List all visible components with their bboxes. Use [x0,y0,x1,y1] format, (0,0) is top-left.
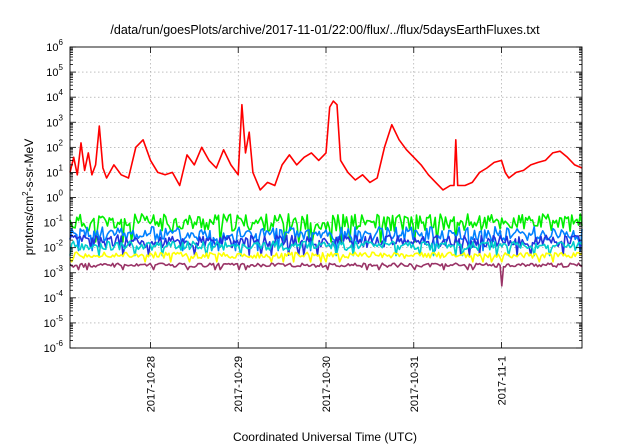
plot-frame [69,46,583,349]
y-tick-label: 10-5 [44,314,64,330]
chart-title: /data/run/goesPlots/archive/2017-11-01/2… [110,23,540,37]
x-tick-label: 2017-10-31 [409,356,421,412]
x-axis-label: Coordinated Universal Time (UTC) [233,430,417,444]
y-tick-label: 102 [46,138,63,154]
series-line-5 [69,251,583,263]
series-line-0 [69,100,583,191]
y-axis-label: protons/cm2-s-sr-MeV [21,139,36,255]
x-tick-label: 2017-11-1 [497,356,509,405]
y-tick-label: 10-1 [44,214,64,230]
y-tick-label: 10-2 [44,239,64,255]
y-tick-label: 100 [46,189,63,205]
series-line-3 [69,234,583,256]
y-tick-label: 10-3 [44,264,64,280]
series-line-6 [69,262,583,287]
y-tick-labels: 10-6 10-5 10-4 10-3 10-2 10-1 100 101 102 103 104 1… [44,38,64,355]
grid [70,47,582,348]
x-tick-label: 2017-10-29 [233,356,245,412]
x-tick-label: 2017-10-30 [321,356,333,412]
y-tick-label: 10-4 [44,289,64,305]
y-tick-label: 106 [46,38,63,54]
series-line-2 [69,225,583,252]
y-tick-label: 105 [46,63,63,79]
y-tick-label: 103 [46,113,63,129]
x-tick-labels: 2017-10-28 2017-10-29 2017-10-30 2017-10-31… [145,356,508,412]
y-tick-label: 104 [46,88,63,104]
x-tick-label: 2017-10-28 [145,356,157,412]
series-layer [69,100,583,287]
y-tick-label: 101 [46,163,63,179]
y-tick-label: 10-6 [44,339,64,355]
